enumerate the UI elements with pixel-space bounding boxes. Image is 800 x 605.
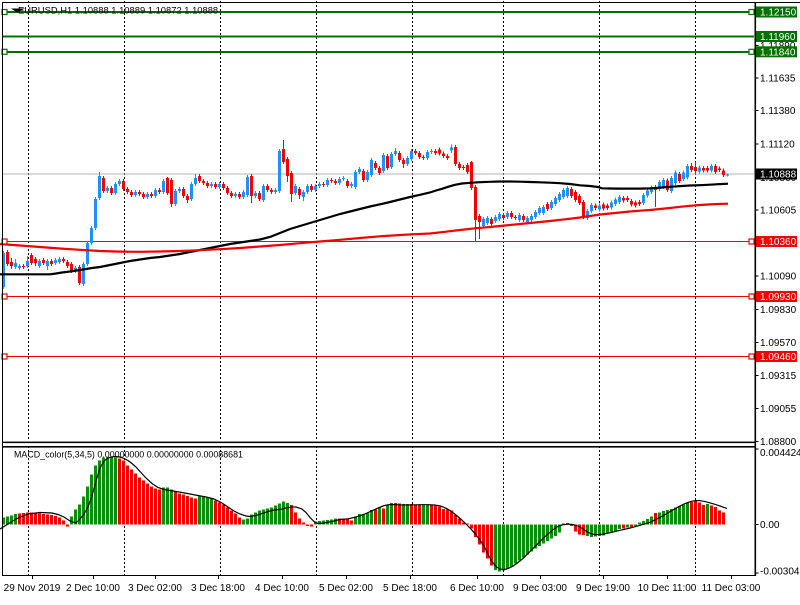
svg-text:6 Dec 10:00: 6 Dec 10:00 [450,583,504,594]
svg-text:1.12150: 1.12150 [760,8,797,19]
svg-text:1.10360: 1.10360 [760,237,797,248]
svg-text:5 Dec 02:00: 5 Dec 02:00 [319,583,373,594]
svg-text:1.09315: 1.09315 [760,371,797,382]
svg-text:2 Dec 10:00: 2 Dec 10:00 [66,583,120,594]
svg-text:10 Dec 11:00: 10 Dec 11:00 [638,583,697,594]
svg-text:1.11840: 1.11840 [760,47,796,58]
svg-text:9 Dec 19:00: 9 Dec 19:00 [576,583,630,594]
svg-text:1.11960: 1.11960 [760,32,796,43]
svg-text:-0.0030474: -0.0030474 [760,567,800,578]
svg-text:1.09570: 1.09570 [760,338,797,349]
svg-text:1.10888: 1.10888 [760,170,797,181]
svg-text:1.11120: 1.11120 [760,140,795,151]
svg-text:EURUSD,H1 1.10888 1.10889 1.1: EURUSD,H1 1.10888 1.10889 1.10872 1.1088… [18,5,218,16]
svg-text:1.09055: 1.09055 [760,404,797,415]
svg-text:1.11380: 1.11380 [760,106,796,117]
svg-text:29 Nov 2019: 29 Nov 2019 [4,583,61,594]
svg-text:11 Dec 03:00: 11 Dec 03:00 [702,583,761,594]
svg-text:1.11635: 1.11635 [760,74,796,85]
svg-text:1.09930: 1.09930 [760,292,797,303]
svg-text:1.08800: 1.08800 [760,437,797,448]
svg-text:1.10605: 1.10605 [760,206,797,217]
svg-text:MACD_color(5,34,5) 0.00000000: MACD_color(5,34,5) 0.00000000 0.00000000… [14,450,243,460]
svg-text:5 Dec 18:00: 5 Dec 18:00 [383,583,437,594]
svg-text:1.09830: 1.09830 [760,305,797,316]
svg-text:9 Dec 03:00: 9 Dec 03:00 [513,583,567,594]
svg-text:1.10090: 1.10090 [760,272,797,283]
svg-text:3 Dec 02:00: 3 Dec 02:00 [128,583,182,594]
svg-text:0.0044241: 0.0044241 [760,448,800,459]
svg-text:4 Dec 10:00: 4 Dec 10:00 [255,583,309,594]
svg-text:3 Dec 18:00: 3 Dec 18:00 [191,583,245,594]
svg-text:0.00: 0.00 [760,520,780,531]
svg-text:1.09460: 1.09460 [760,352,797,363]
